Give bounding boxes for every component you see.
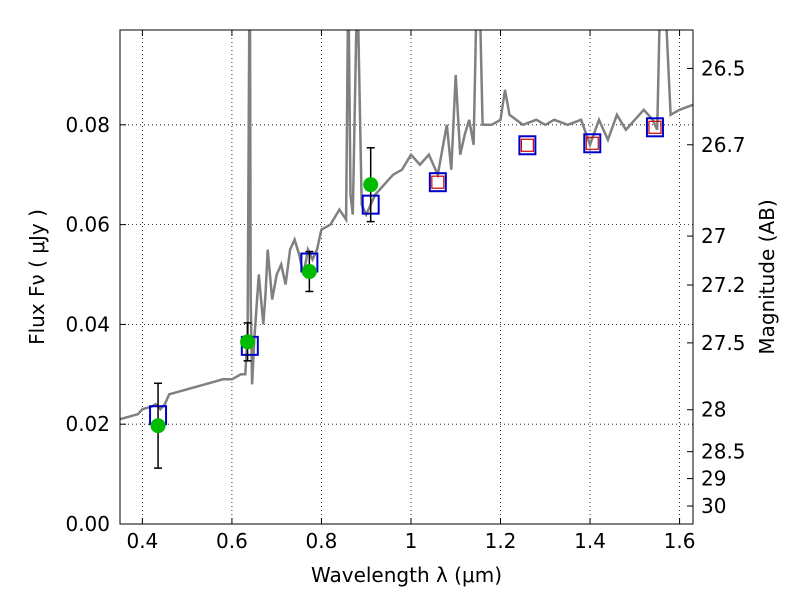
x-tick-label: 1.4 [574, 529, 606, 553]
model-red-square [648, 120, 662, 134]
x-tick-label: 0.8 [306, 529, 338, 553]
observed-point [240, 334, 256, 350]
magnitude-axis-label: Magnitude (AB) [755, 199, 779, 354]
x-tick-label: 0.4 [126, 529, 158, 553]
mag-tick-label: 29 [701, 467, 726, 491]
model-blue-square [583, 133, 602, 154]
mag-tick-label: 30 [701, 494, 726, 518]
y-tick-label: 0.08 [65, 113, 110, 137]
observed-points [150, 177, 379, 434]
mag-tick-label: 27 [701, 224, 726, 248]
mag-tick-label: 26.5 [701, 56, 746, 80]
model-blue-square [518, 135, 537, 156]
magnitude-axis-ticks: 26.5 26.7 27 27.2 27.5 28 28.5 29 30 [687, 56, 746, 518]
observed-point [150, 418, 166, 434]
x-tick-label: 0.6 [216, 529, 248, 553]
x-axis-ticks: 0.4 0.6 0.8 1 1.2 1.4 1.6 [126, 30, 695, 553]
y-tick-label: 0.02 [65, 412, 110, 436]
grid-lines [120, 30, 693, 525]
mag-tick-label: 27.5 [701, 331, 746, 355]
model-red-square [431, 175, 445, 189]
y-axis-label: Flux Fν ( μJy ) [25, 209, 49, 345]
x-tick-label: 1.6 [664, 529, 696, 553]
model-red-square [520, 138, 534, 152]
model-red-square [585, 136, 599, 150]
observed-point [301, 264, 317, 280]
x-axis-label: Wavelength λ (μm) [311, 563, 502, 587]
mag-tick-label: 26.7 [701, 133, 746, 157]
plot-frame [119, 29, 694, 525]
mag-tick-label: 28 [701, 398, 726, 422]
x-tick-label: 1 [405, 529, 418, 553]
model-blue-square [645, 117, 664, 138]
x-tick-label: 1.2 [485, 529, 517, 553]
y-tick-label: 0.00 [65, 512, 110, 536]
model-red-squares [431, 120, 662, 189]
mag-tick-label: 28.5 [701, 440, 746, 464]
mag-tick-label: 27.2 [701, 273, 746, 297]
model-spectrum [120, 30, 693, 421]
y-tick-label: 0.04 [65, 312, 110, 336]
observed-point [363, 177, 379, 193]
y-axis-ticks: 0.00 0.02 0.04 0.06 0.08 [65, 113, 126, 536]
model-blue-square [428, 172, 447, 193]
y-tick-label: 0.06 [65, 213, 110, 237]
spectrum-line [120, 30, 693, 421]
